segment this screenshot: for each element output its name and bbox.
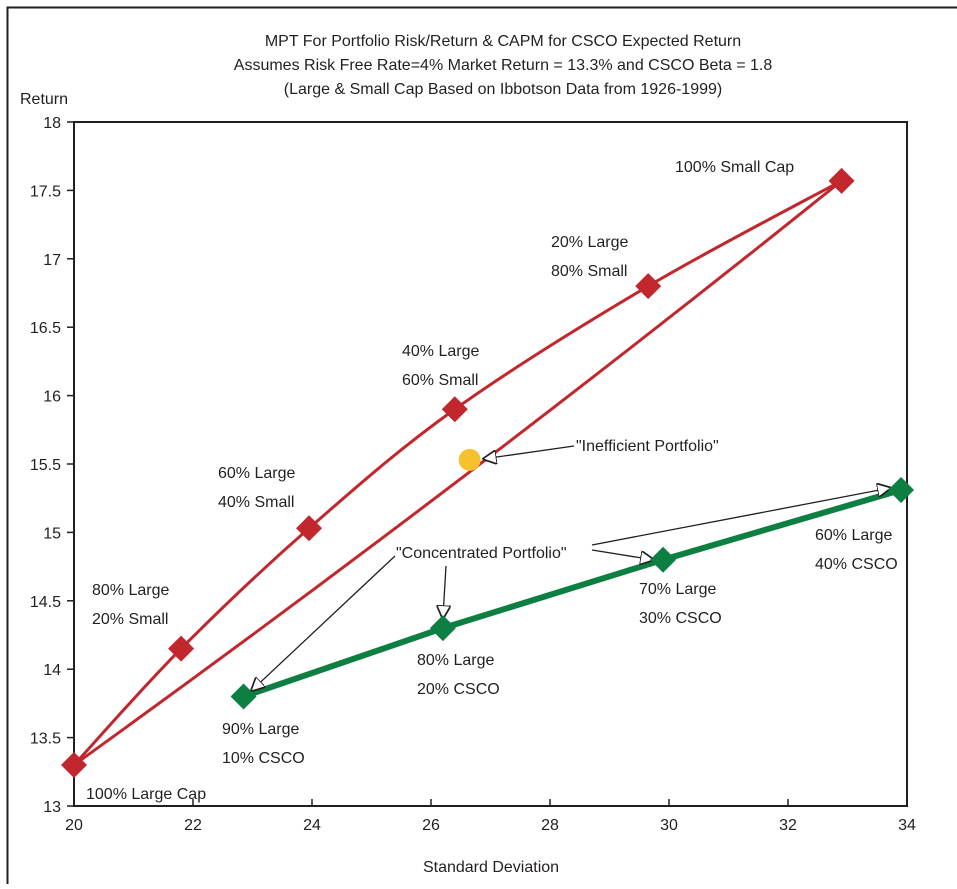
x-tick-label: 34: [898, 817, 916, 834]
point-label: 60% Large: [218, 465, 295, 482]
green-diamond-marker: [888, 477, 914, 503]
y-tick-label: 13.5: [30, 731, 61, 748]
point-label: 100% Small Cap: [675, 159, 794, 176]
outer-frame: [8, 8, 957, 885]
chart-title: MPT For Portfolio Risk/Return & CAPM for…: [234, 33, 773, 98]
point-label: 40% CSCO: [815, 556, 898, 573]
plot-area: [74, 122, 907, 806]
concentrated-arrow-2: [443, 566, 446, 618]
title-line-2: Assumes Risk Free Rate=4% Market Return …: [234, 57, 773, 74]
x-axis-label: Standard Deviation: [423, 859, 559, 876]
x-tick-label: 22: [184, 817, 202, 834]
point-label: 100% Large Cap: [86, 786, 206, 803]
point-label: 80% Large: [417, 652, 494, 669]
point-labels: 100% Large Cap 80% Large 20% Small 60% Larg…: [86, 159, 898, 803]
point-label: 60% Large: [815, 527, 892, 544]
point-label: 20% Small: [92, 611, 168, 628]
y-tick-label: 16.5: [30, 320, 61, 337]
point-label: 60% Small: [402, 372, 478, 389]
concentrated-arrow-3: [592, 550, 653, 560]
y-tick-label: 15.5: [30, 457, 61, 474]
green-diamond-marker: [650, 547, 676, 573]
point-label: 70% Large: [639, 581, 716, 598]
red-diamond-marker: [442, 396, 468, 422]
x-tick-label: 26: [422, 817, 440, 834]
x-tick-label: 32: [779, 817, 797, 834]
annotation-concentrated-portfolio: "Concentrated Portfolio": [396, 545, 567, 562]
point-label: 80% Small: [551, 263, 627, 280]
y-tick-label: 17: [43, 252, 61, 269]
point-label: 90% Large: [222, 721, 299, 738]
y-tick-label: 17.5: [30, 183, 61, 200]
y-axis-label: Return: [20, 91, 68, 108]
annotation-inefficient-portfolio: "Inefficient Portfolio": [576, 438, 719, 455]
inefficient-portfolio-line: [74, 181, 842, 765]
y-tick-label: 18: [43, 115, 61, 132]
y-tick-label: 14: [43, 662, 61, 679]
green-diamond-marker: [430, 615, 456, 641]
red-diamond-marker: [635, 273, 661, 299]
axis-ticks: 20 22 24 26 28 30 32 34 13 13.5 14 14.5 15 15.5 16 16.5…: [30, 115, 916, 834]
point-label: 20% Large: [551, 234, 628, 251]
x-tick-label: 24: [303, 817, 321, 834]
efficient-frontier-curve: [74, 181, 842, 765]
inefficient-portfolio-marker: [459, 449, 481, 471]
series-lines: [74, 181, 901, 765]
concentrated-portfolio-line: [244, 490, 901, 697]
y-tick-label: 15: [43, 525, 61, 542]
title-line-3: (Large & Small Cap Based on Ibbotson Dat…: [284, 81, 722, 98]
title-line-1: MPT For Portfolio Risk/Return & CAPM for…: [265, 33, 741, 50]
point-label: 30% CSCO: [639, 610, 722, 627]
point-label: 10% CSCO: [222, 750, 305, 767]
point-label: 80% Large: [92, 582, 169, 599]
point-label: 40% Small: [218, 494, 294, 511]
y-tick-label: 13: [43, 799, 61, 816]
x-tick-label: 20: [65, 817, 83, 834]
x-tick-label: 28: [541, 817, 559, 834]
y-tick-label: 16: [43, 389, 61, 406]
point-label: 40% Large: [402, 343, 479, 360]
point-label: 20% CSCO: [417, 681, 500, 698]
y-tick-label: 14.5: [30, 594, 61, 611]
x-tick-label: 30: [660, 817, 678, 834]
green-diamond-marker: [231, 684, 257, 710]
